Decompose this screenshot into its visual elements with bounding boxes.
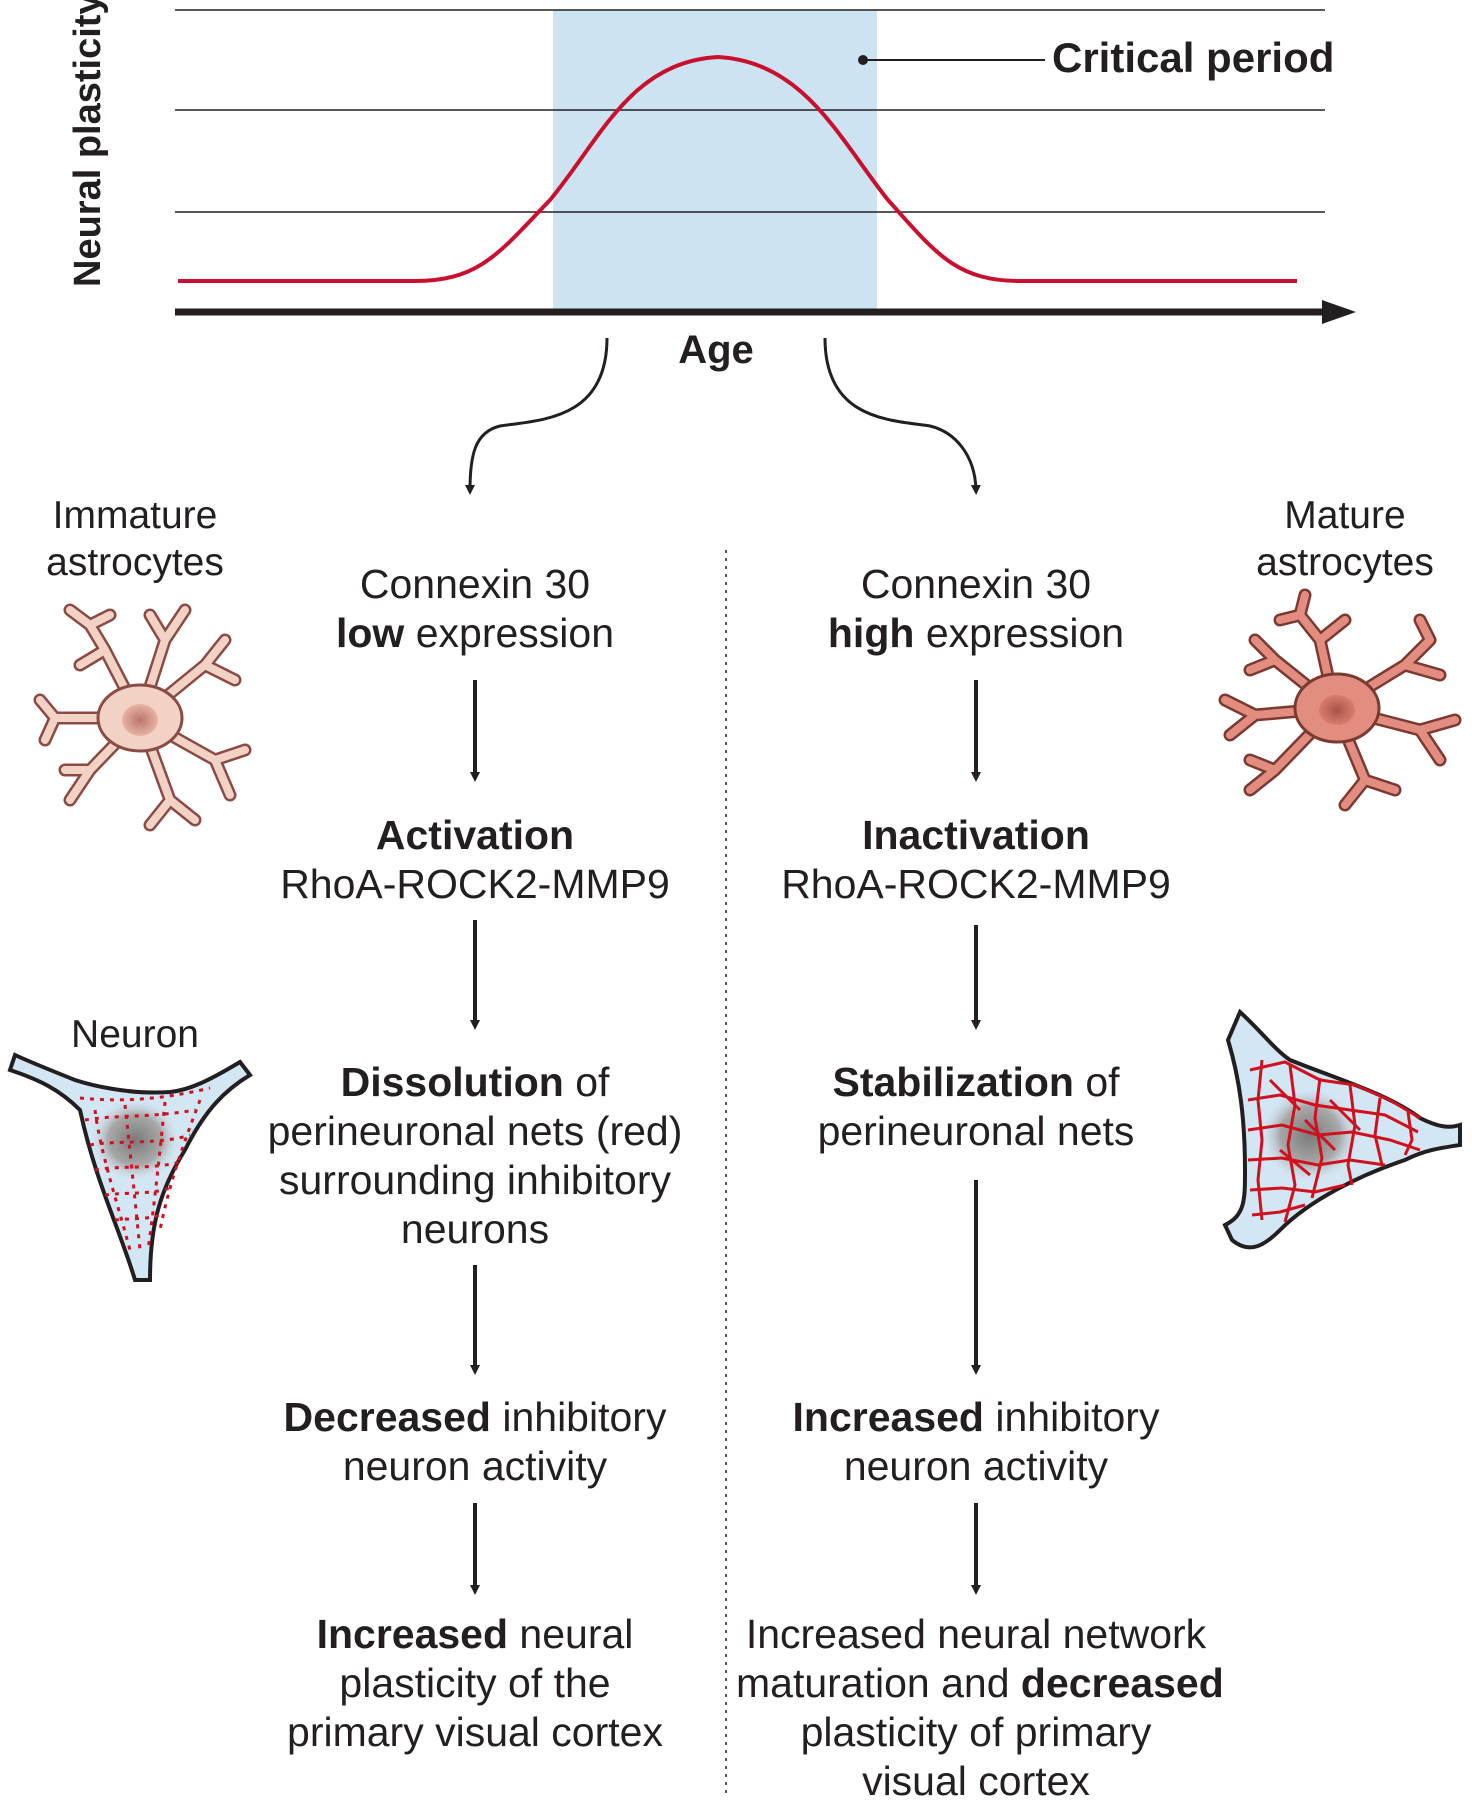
left-step-decreased-activity: Decreased inhibitory neuron activity [283, 1394, 667, 1489]
right-step-maturation: Increased neural network maturation and … [736, 1611, 1224, 1804]
plasticity-plot [175, 9, 1356, 324]
right-step-increased-activity: Increased inhibitory neuron activity [792, 1394, 1160, 1489]
y-axis-label: Neural plasticity [67, 0, 109, 287]
left-step-connexin: Connexin 30 low expression [336, 561, 614, 656]
left-step-activation: Activation RhoA-ROCK2-MMP9 [280, 812, 670, 907]
mature-astrocytes-label: Mature astrocytes [1256, 494, 1434, 584]
critical-period-band [553, 10, 877, 312]
left-step-dissolution: Dissolution of perineuronal nets (red) s… [267, 1059, 683, 1252]
neuron-dissolved-nets-illustration [7, 1052, 253, 1282]
branch-arrow-right [823, 337, 981, 495]
immature-astrocyte-illustration [33, 603, 252, 832]
neuron-stabilized-nets-illustration [1222, 1008, 1462, 1250]
critical-period-label: Critical period [1052, 34, 1335, 81]
right-step-stabilization: Stabilization of perineuronal nets [817, 1059, 1135, 1154]
immature-astrocytes-label: Immature astrocytes [46, 494, 224, 584]
mature-astrocyte-illustration [1218, 588, 1462, 812]
x-axis-arrowhead [1322, 300, 1356, 324]
neuron-label: Neuron [71, 1013, 199, 1056]
right-step-inactivation: Inactivation RhoA-ROCK2-MMP9 [781, 812, 1171, 907]
branch-arrow-left [465, 337, 609, 495]
x-axis-label: Age [678, 328, 754, 372]
left-step-increased-plasticity: Increased neural plasticity of the prima… [287, 1611, 663, 1755]
plasticity-curve [178, 54, 1297, 283]
right-step-connexin: Connexin 30 high expression [827, 561, 1125, 656]
